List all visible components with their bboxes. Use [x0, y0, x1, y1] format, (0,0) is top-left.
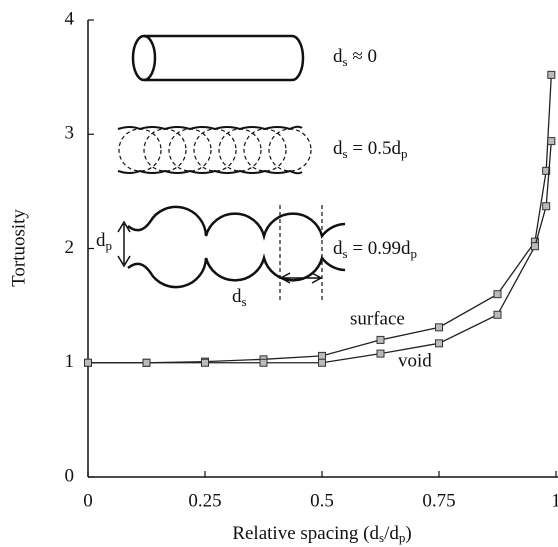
marker	[547, 70, 556, 79]
x-tick-label: 0.5	[310, 490, 334, 511]
marker	[547, 137, 556, 146]
y-tick-label: 0	[65, 465, 75, 486]
marker	[318, 351, 326, 360]
marker	[435, 323, 443, 332]
inset-diagram	[117, 34, 346, 300]
marker	[530, 242, 539, 251]
annotation: ds = 0.5dp	[333, 138, 408, 161]
marker	[435, 339, 443, 348]
y-tick-label: 1	[65, 351, 75, 372]
annotation: ds = 0.99dp	[333, 238, 417, 261]
y-tick-label: 4	[65, 8, 75, 29]
series-label: surface	[350, 308, 405, 329]
x-tick-label: 0.75	[422, 490, 455, 511]
y-tick-label: 2	[65, 237, 75, 258]
marker	[142, 358, 151, 367]
marker	[542, 202, 551, 211]
x-tick-label: 0.25	[188, 490, 221, 511]
marker	[493, 310, 502, 319]
marker	[259, 358, 268, 367]
marker	[542, 166, 551, 175]
marker	[318, 358, 326, 367]
annotation: dp	[96, 230, 112, 253]
marker	[376, 349, 385, 358]
marker	[376, 335, 385, 344]
y-axis-label: Tortuosity	[8, 209, 29, 287]
x-tick-label: 1	[551, 490, 558, 511]
marker	[493, 290, 502, 299]
marker	[84, 358, 92, 367]
marker	[201, 358, 209, 367]
series-line	[88, 141, 552, 364]
series-line	[88, 74, 552, 364]
series-label: void	[398, 350, 432, 371]
annotation: ds	[232, 286, 247, 309]
y-tick-label: 3	[65, 123, 75, 144]
annotation: ds ≈ 0	[333, 46, 377, 69]
x-tick-label: 0	[83, 490, 93, 511]
x-axis-label: Relative spacing (ds/dp)	[232, 523, 411, 545]
